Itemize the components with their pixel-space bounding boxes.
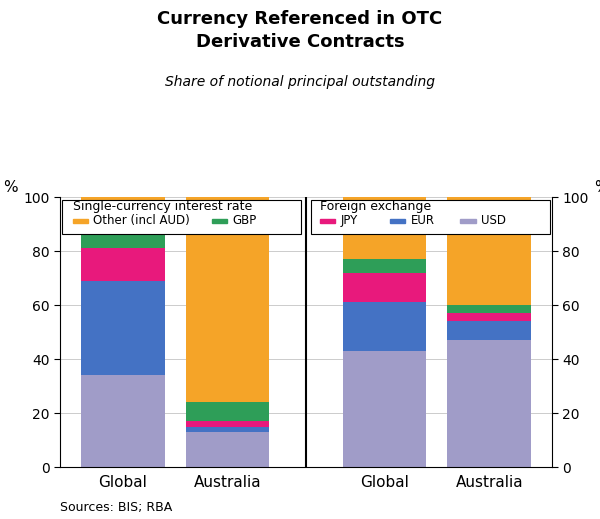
Bar (81, 224, 164, 249)
Bar (320, 219, 335, 223)
Text: Other (incl AUD): Other (incl AUD) (94, 214, 190, 227)
Bar (460, 219, 476, 223)
Text: %: % (4, 180, 18, 195)
Text: Currency Referenced in OTC
Derivative Contracts: Currency Referenced in OTC Derivative Co… (157, 10, 443, 50)
Bar (343, 197, 427, 260)
Bar (81, 375, 164, 467)
Bar (81, 249, 164, 281)
Bar (81, 197, 164, 224)
Bar (311, 200, 550, 234)
Bar (343, 303, 427, 351)
Bar (185, 197, 269, 402)
Bar (185, 402, 269, 421)
Bar (73, 219, 88, 223)
Bar (448, 313, 531, 321)
Text: EUR: EUR (410, 214, 434, 227)
Text: Sources: BIS; RBA: Sources: BIS; RBA (60, 501, 172, 514)
Bar (448, 197, 531, 305)
Bar (343, 273, 427, 303)
Text: Foreign exchange: Foreign exchange (320, 200, 431, 213)
Text: JPY: JPY (341, 214, 358, 227)
Bar (343, 260, 427, 273)
Bar (390, 219, 406, 223)
Text: %: % (594, 180, 600, 195)
Bar (448, 340, 531, 467)
Text: Single-currency interest rate: Single-currency interest rate (73, 200, 252, 213)
Bar (185, 421, 269, 427)
Bar (212, 219, 227, 223)
Bar (62, 200, 301, 234)
Bar (81, 281, 164, 375)
Text: GBP: GBP (233, 214, 257, 227)
Bar (448, 305, 531, 313)
Bar (343, 351, 427, 467)
Text: Share of notional principal outstanding: Share of notional principal outstanding (165, 75, 435, 89)
Bar (185, 432, 269, 467)
Bar (185, 427, 269, 432)
Text: USD: USD (481, 214, 506, 227)
Bar (448, 321, 531, 340)
